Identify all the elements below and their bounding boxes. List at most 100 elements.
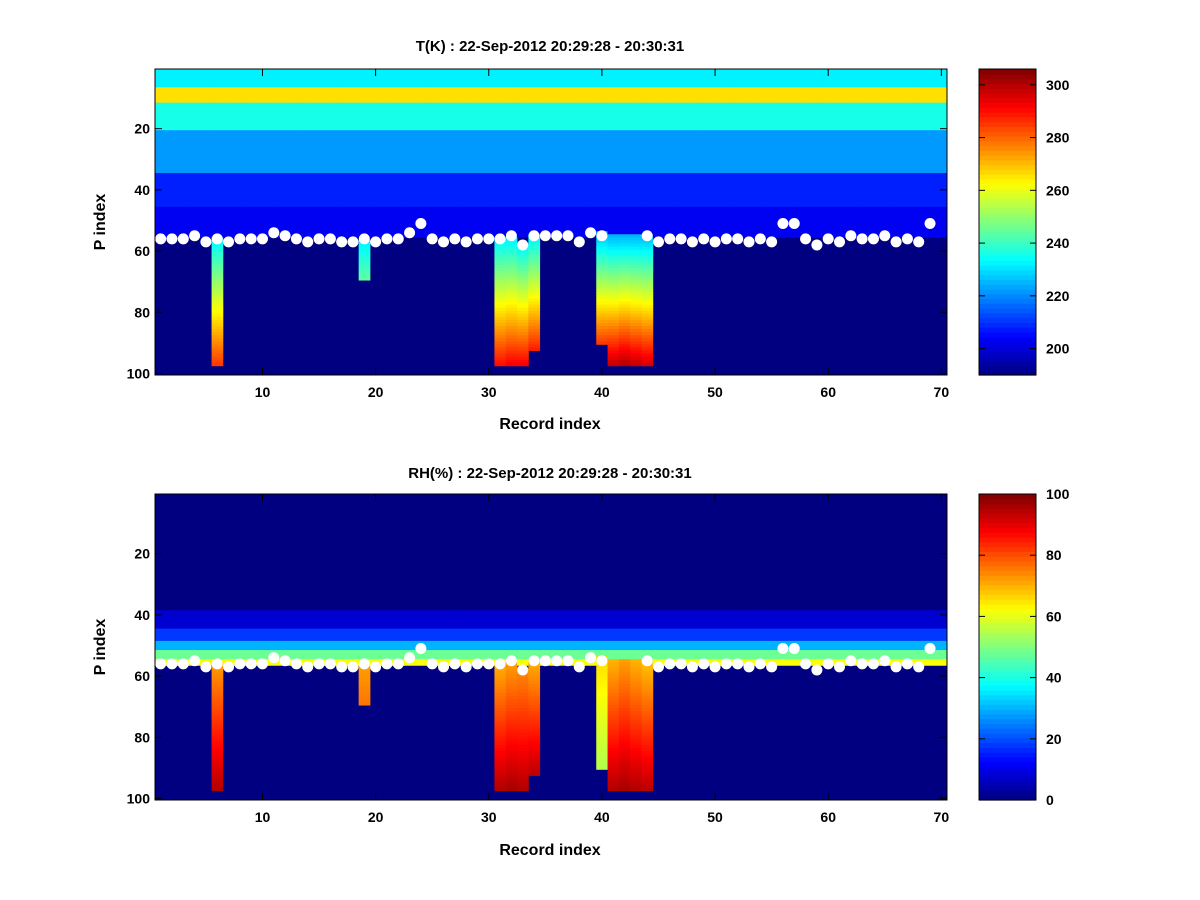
surface-marker [392, 233, 404, 245]
surface-marker [505, 230, 517, 242]
heatmap-cell [641, 729, 654, 734]
colorbar-tick-label: 80 [1046, 547, 1062, 563]
heatmap-cell [799, 130, 812, 174]
surface-marker [189, 655, 201, 667]
heatmap-cell [811, 640, 823, 651]
heatmap-cell [494, 280, 507, 284]
heatmap-cell [630, 757, 642, 761]
heatmap-cell [675, 650, 688, 660]
heatmap-cell [630, 787, 642, 792]
heatmap-cell [551, 628, 563, 642]
heatmap-cell [505, 313, 518, 318]
heatmap-cell [505, 310, 518, 315]
heatmap-cell [517, 283, 529, 287]
heatmap-cell [596, 243, 608, 247]
colorbar-segment [979, 174, 1036, 180]
heatmap-cell [505, 292, 518, 296]
heatmap-cell [211, 723, 224, 727]
heatmap-cell [290, 650, 303, 660]
heatmap-cell [618, 289, 631, 293]
surface-marker [381, 658, 393, 670]
heatmap-cell [234, 640, 246, 651]
heatmap-cell [596, 255, 608, 260]
surface-marker [392, 658, 404, 670]
heatmap-cell [641, 264, 654, 269]
colorbar-segment [979, 584, 1036, 591]
heatmap-cell [833, 173, 846, 208]
heatmap-cell [528, 732, 541, 737]
heatmap-cell [222, 628, 235, 642]
heatmap-cell [415, 87, 427, 104]
heatmap-cell [641, 322, 654, 327]
heatmap-cell [596, 717, 608, 721]
temperature-panel: T(K) : 22-Sep-2012 20:29:28 - 20:30:31 1… [92, 38, 1070, 433]
heatmap-cell [336, 610, 348, 630]
heatmap-cell [596, 720, 608, 724]
heatmap-cell [437, 610, 450, 630]
heatmap-cell [505, 640, 518, 651]
heatmap-cell [573, 87, 586, 104]
heatmap-cell [618, 628, 631, 642]
heatmap-cell [630, 677, 642, 682]
heatmap-cell [675, 640, 688, 651]
colorbar-segment [979, 217, 1036, 223]
heatmap-cell [539, 206, 552, 238]
colorbar-tick-label: 60 [1046, 608, 1062, 624]
heatmap-cell [630, 347, 642, 351]
heatmap-cell [539, 628, 552, 642]
heatmap-cell [924, 69, 937, 88]
heatmap-cell [709, 610, 722, 630]
heatmap-cell [211, 243, 224, 247]
heatmap-cell [324, 130, 337, 174]
heatmap-cell [630, 640, 642, 651]
heatmap-cell [336, 206, 348, 238]
heatmap-cell [607, 751, 620, 755]
heatmap-cell [528, 772, 541, 776]
heatmap-cell [505, 258, 518, 263]
heatmap-cell [517, 267, 529, 272]
heatmap-cell [630, 741, 642, 746]
heatmap-cell [765, 102, 778, 131]
heatmap-cell [279, 650, 292, 660]
heatmap-cell [618, 766, 631, 770]
heatmap-cell [279, 628, 292, 642]
heatmap-cell [607, 778, 620, 783]
colorbar-segment [979, 164, 1036, 171]
heatmap-cell [437, 87, 450, 104]
heatmap-cell [607, 668, 620, 672]
surface-marker [539, 655, 551, 667]
heatmap-cell [596, 705, 608, 709]
heatmap-cell [234, 650, 246, 660]
heatmap-cell [211, 322, 224, 327]
heatmap-cell [584, 102, 597, 131]
heatmap-cell [494, 341, 507, 345]
temperature-title: T(K) : 22-Sep-2012 20:29:28 - 20:30:31 [416, 38, 684, 55]
heatmap-cell [517, 292, 529, 296]
colorbar-segment [979, 188, 1036, 194]
x-tick-label: 20 [368, 809, 384, 825]
heatmap-cell [618, 258, 631, 263]
heatmap-cell [528, 729, 541, 734]
surface-marker [641, 230, 653, 242]
heatmap-cell [211, 289, 224, 293]
heatmap-cell [358, 87, 371, 104]
heatmap-cell [449, 87, 461, 104]
heatmap-cell [517, 772, 529, 776]
heatmap-cell [607, 772, 620, 776]
heatmap-cell [618, 270, 631, 275]
heatmap-cell [483, 69, 495, 88]
heatmap-cell [720, 610, 733, 630]
heatmap-cell [211, 610, 224, 630]
heatmap-cell [630, 255, 642, 260]
humidity-panel: RH(%) : 22-Sep-2012 20:29:28 - 20:30:31 … [92, 465, 1070, 859]
heatmap-cell [652, 173, 665, 208]
heatmap-cell [618, 699, 631, 703]
heatmap-cell [505, 754, 518, 758]
heatmap-cell [505, 757, 518, 761]
heatmap-cell [517, 261, 529, 266]
colorbar-segment [979, 78, 1036, 84]
heatmap-cell [279, 69, 292, 88]
heatmap-cell [494, 313, 507, 318]
heatmap-cell [754, 69, 767, 88]
heatmap-cell [211, 206, 224, 238]
